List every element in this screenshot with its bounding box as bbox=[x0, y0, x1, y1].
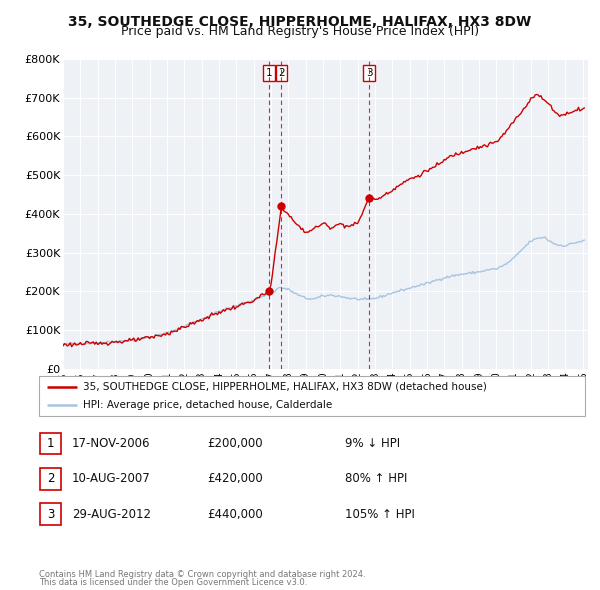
Text: Contains HM Land Registry data © Crown copyright and database right 2024.: Contains HM Land Registry data © Crown c… bbox=[39, 570, 365, 579]
FancyBboxPatch shape bbox=[40, 468, 61, 490]
Text: Price paid vs. HM Land Registry's House Price Index (HPI): Price paid vs. HM Land Registry's House … bbox=[121, 25, 479, 38]
Text: 35, SOUTHEDGE CLOSE, HIPPERHOLME, HALIFAX, HX3 8DW (detached house): 35, SOUTHEDGE CLOSE, HIPPERHOLME, HALIFA… bbox=[83, 382, 487, 392]
Text: 29-AUG-2012: 29-AUG-2012 bbox=[72, 508, 151, 521]
Text: £440,000: £440,000 bbox=[207, 508, 263, 521]
Text: 3: 3 bbox=[365, 68, 373, 78]
FancyBboxPatch shape bbox=[40, 503, 61, 525]
Text: 35, SOUTHEDGE CLOSE, HIPPERHOLME, HALIFAX, HX3 8DW: 35, SOUTHEDGE CLOSE, HIPPERHOLME, HALIFA… bbox=[68, 15, 532, 29]
Text: 10-AUG-2007: 10-AUG-2007 bbox=[72, 473, 151, 486]
Text: 2: 2 bbox=[278, 68, 285, 78]
Text: 2: 2 bbox=[47, 473, 54, 486]
Text: 1: 1 bbox=[47, 437, 54, 450]
Text: 9% ↓ HPI: 9% ↓ HPI bbox=[345, 437, 400, 450]
Text: HPI: Average price, detached house, Calderdale: HPI: Average price, detached house, Cald… bbox=[83, 400, 332, 410]
Text: 3: 3 bbox=[47, 508, 54, 521]
Text: 17-NOV-2006: 17-NOV-2006 bbox=[72, 437, 151, 450]
FancyBboxPatch shape bbox=[39, 376, 585, 416]
Text: £200,000: £200,000 bbox=[207, 437, 263, 450]
Text: £420,000: £420,000 bbox=[207, 473, 263, 486]
FancyBboxPatch shape bbox=[40, 432, 61, 454]
Text: 1: 1 bbox=[266, 68, 272, 78]
Text: This data is licensed under the Open Government Licence v3.0.: This data is licensed under the Open Gov… bbox=[39, 578, 307, 587]
Text: 80% ↑ HPI: 80% ↑ HPI bbox=[345, 473, 407, 486]
Text: 105% ↑ HPI: 105% ↑ HPI bbox=[345, 508, 415, 521]
